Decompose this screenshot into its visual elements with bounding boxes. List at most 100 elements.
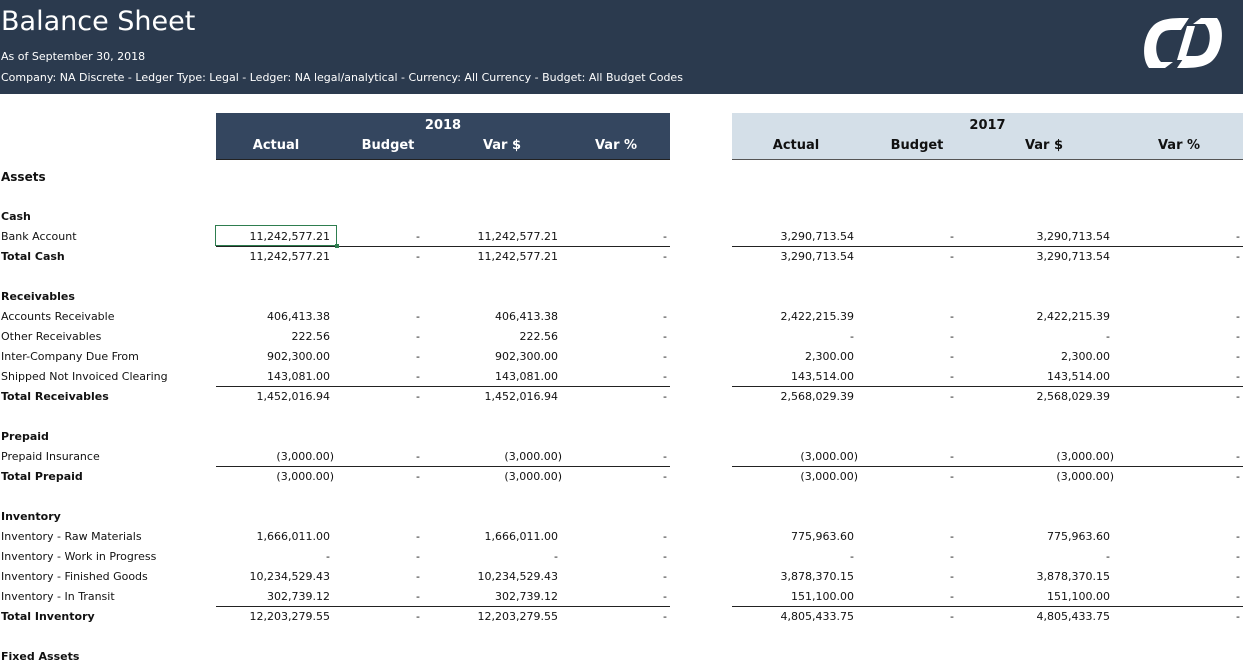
cell-actual-2017[interactable]: 151,100.00	[791, 590, 854, 603]
cell-budget-2017[interactable]: -	[950, 550, 954, 563]
cell-var-amount-2018[interactable]: 11,242,577.21	[477, 230, 558, 243]
cell-budget-2017[interactable]: -	[950, 230, 954, 243]
cell-actual-2018[interactable]: (3,000.00)	[276, 470, 334, 483]
cell-budget-2018[interactable]: -	[416, 370, 420, 383]
cell-budget-2018[interactable]: -	[416, 450, 420, 463]
cell-actual-2017[interactable]: (3,000.00)	[800, 470, 858, 483]
cell-actual-2018[interactable]: 11,242,577.21	[249, 250, 330, 263]
cell-budget-2017[interactable]: -	[950, 470, 954, 483]
cell-var-amount-2018[interactable]: 406,413.38	[495, 310, 558, 323]
cell-actual-2018[interactable]: 143,081.00	[267, 370, 330, 383]
cell-var-amount-2017[interactable]: 4,805,433.75	[1036, 610, 1110, 623]
cell-var-percent-2018[interactable]: -	[663, 370, 667, 383]
cell-budget-2018[interactable]: -	[416, 570, 420, 583]
cell-actual-2017[interactable]: 2,300.00	[805, 350, 854, 363]
cell-var-percent-2017[interactable]: -	[1236, 370, 1240, 383]
cell-var-percent-2018[interactable]: -	[663, 550, 667, 563]
cell-var-percent-2017[interactable]: -	[1236, 310, 1240, 323]
cell-var-amount-2017[interactable]: 2,300.00	[1061, 350, 1110, 363]
cell-budget-2018[interactable]: -	[416, 470, 420, 483]
cell-budget-2017[interactable]: -	[950, 590, 954, 603]
cell-var-amount-2017[interactable]: 2,422,215.39	[1036, 310, 1110, 323]
cell-var-percent-2018[interactable]: -	[663, 350, 667, 363]
cell-var-amount-2017[interactable]: -	[1106, 330, 1110, 343]
cell-budget-2018[interactable]: -	[416, 310, 420, 323]
cell-budget-2018[interactable]: -	[416, 350, 420, 363]
cell-var-amount-2018[interactable]: 10,234,529.43	[477, 570, 558, 583]
cell-budget-2017[interactable]: -	[950, 310, 954, 323]
cell-var-percent-2017[interactable]: -	[1236, 450, 1240, 463]
cell-actual-2017[interactable]: 3,878,370.15	[780, 570, 854, 583]
cell-budget-2017[interactable]: -	[950, 350, 954, 363]
cell-actual-2017[interactable]: 3,290,713.54	[780, 230, 854, 243]
cell-actual-2017[interactable]: -	[850, 550, 854, 563]
cell-var-percent-2017[interactable]: -	[1236, 390, 1240, 403]
cell-var-percent-2017[interactable]: -	[1236, 530, 1240, 543]
cell-actual-2018[interactable]: 1,452,016.94	[256, 390, 330, 403]
cell-budget-2017[interactable]: -	[950, 570, 954, 583]
cell-actual-2018[interactable]: 1,666,011.00	[256, 530, 330, 543]
cell-actual-2017[interactable]: -	[850, 330, 854, 343]
cell-budget-2018[interactable]: -	[416, 390, 420, 403]
cell-var-amount-2018[interactable]: 12,203,279.55	[477, 610, 558, 623]
cell-budget-2018[interactable]: -	[416, 230, 420, 243]
cell-var-amount-2018[interactable]: -	[554, 550, 558, 563]
cell-budget-2017[interactable]: -	[950, 250, 954, 263]
cell-budget-2017[interactable]: -	[950, 390, 954, 403]
cell-var-amount-2018[interactable]: 902,300.00	[495, 350, 558, 363]
cell-var-percent-2017[interactable]: -	[1236, 470, 1240, 483]
cell-budget-2017[interactable]: -	[950, 530, 954, 543]
cell-var-percent-2018[interactable]: -	[663, 590, 667, 603]
cell-budget-2018[interactable]: -	[416, 610, 420, 623]
cell-var-amount-2017[interactable]: (3,000.00)	[1056, 450, 1114, 463]
cell-var-amount-2018[interactable]: 302,739.12	[495, 590, 558, 603]
cell-var-percent-2017[interactable]: -	[1236, 250, 1240, 263]
cell-var-percent-2018[interactable]: -	[663, 530, 667, 543]
cell-var-amount-2017[interactable]: 3,290,713.54	[1036, 230, 1110, 243]
cell-actual-2018[interactable]: 902,300.00	[267, 350, 330, 363]
cell-actual-2017[interactable]: 3,290,713.54	[780, 250, 854, 263]
cell-var-percent-2018[interactable]: -	[663, 570, 667, 583]
cell-budget-2017[interactable]: -	[950, 330, 954, 343]
cell-var-percent-2017[interactable]: -	[1236, 330, 1240, 343]
cell-budget-2017[interactable]: -	[950, 370, 954, 383]
cell-var-percent-2017[interactable]: -	[1236, 610, 1240, 623]
cell-actual-2018[interactable]: 12,203,279.55	[249, 610, 330, 623]
cell-var-amount-2017[interactable]: 143,514.00	[1047, 370, 1110, 383]
cell-var-percent-2018[interactable]: -	[663, 450, 667, 463]
cell-var-percent-2018[interactable]: -	[663, 610, 667, 623]
cell-budget-2018[interactable]: -	[416, 550, 420, 563]
cell-actual-2017[interactable]: 4,805,433.75	[780, 610, 854, 623]
cell-var-percent-2017[interactable]: -	[1236, 350, 1240, 363]
cell-var-percent-2018[interactable]: -	[663, 310, 667, 323]
selected-cell-indicator[interactable]	[215, 225, 339, 248]
cell-var-percent-2018[interactable]: -	[663, 470, 667, 483]
cell-actual-2017[interactable]: 2,568,029.39	[780, 390, 854, 403]
cell-var-percent-2018[interactable]: -	[663, 330, 667, 343]
cell-actual-2018[interactable]: 11,242,577.21	[249, 230, 330, 243]
cell-budget-2018[interactable]: -	[416, 590, 420, 603]
cell-var-percent-2018[interactable]: -	[663, 390, 667, 403]
cell-var-percent-2017[interactable]: -	[1236, 230, 1240, 243]
cell-var-amount-2017[interactable]: 775,963.60	[1047, 530, 1110, 543]
cell-var-percent-2017[interactable]: -	[1236, 570, 1240, 583]
cell-var-amount-2018[interactable]: 1,452,016.94	[484, 390, 558, 403]
cell-var-amount-2018[interactable]: (3,000.00)	[504, 450, 562, 463]
cell-actual-2018[interactable]: 302,739.12	[267, 590, 330, 603]
cell-var-amount-2017[interactable]: 151,100.00	[1047, 590, 1110, 603]
cell-budget-2017[interactable]: -	[950, 610, 954, 623]
cell-var-amount-2017[interactable]: 3,878,370.15	[1036, 570, 1110, 583]
cell-actual-2017[interactable]: 143,514.00	[791, 370, 854, 383]
cell-var-amount-2018[interactable]: 222.56	[519, 330, 559, 343]
cell-actual-2017[interactable]: 775,963.60	[791, 530, 854, 543]
cell-actual-2018[interactable]: 10,234,529.43	[249, 570, 330, 583]
cell-var-percent-2018[interactable]: -	[663, 250, 667, 263]
cell-actual-2018[interactable]: (3,000.00)	[276, 450, 334, 463]
cell-var-amount-2018[interactable]: 143,081.00	[495, 370, 558, 383]
cell-actual-2018[interactable]: -	[326, 550, 330, 563]
cell-actual-2018[interactable]: 222.56	[291, 330, 331, 343]
cell-var-amount-2017[interactable]: -	[1106, 550, 1110, 563]
cell-var-percent-2017[interactable]: -	[1236, 590, 1240, 603]
cell-budget-2018[interactable]: -	[416, 250, 420, 263]
cell-budget-2018[interactable]: -	[416, 330, 420, 343]
